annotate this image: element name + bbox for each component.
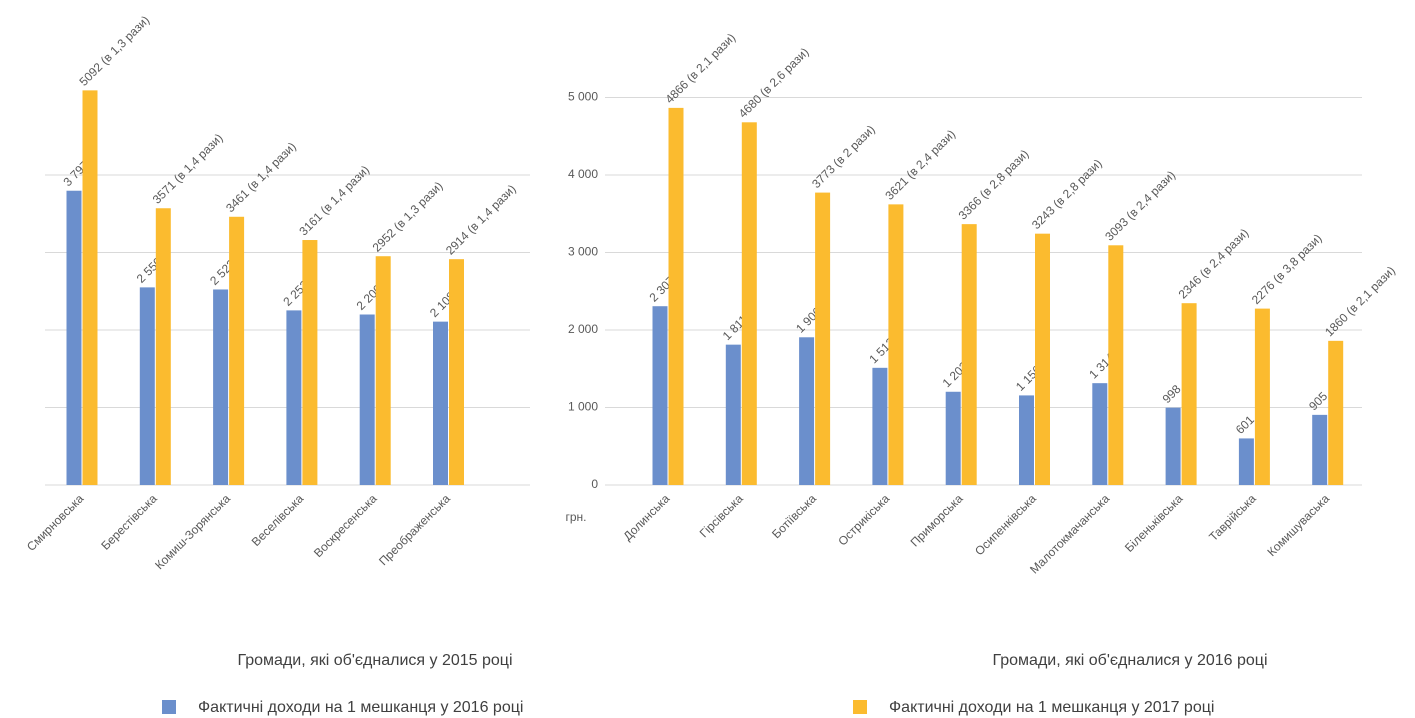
data-label: 2914 (в 1,4 рази) <box>443 182 519 258</box>
y-tick-label: 5 000 <box>568 90 598 104</box>
bar <box>1328 340 1344 485</box>
data-label: 3461 (в 1,4 рази) <box>223 139 299 215</box>
x-tick-label: Преображенська <box>376 491 453 568</box>
legend-label: Фактичні доходи на 1 мешканця у 2017 роц… <box>889 699 1214 716</box>
y-tick-label: 2 000 <box>568 322 598 336</box>
data-label: 4680 (в 2,6 рази) <box>736 45 812 121</box>
bar <box>799 337 815 485</box>
bar <box>286 310 302 485</box>
legend-label: Фактичні доходи на 1 мешканця у 2016 роц… <box>198 699 523 716</box>
x-tick-label: Комиш-Зорянська <box>152 491 233 572</box>
y-tick-label: 4 000 <box>568 167 598 181</box>
x-tick-label: Смирновська <box>24 491 87 554</box>
data-label: 1860 (в 2,1 рази) <box>1322 263 1398 339</box>
x-tick-label: Берестівська <box>98 491 160 553</box>
data-label: 3243 (в 2,8 рази) <box>1029 156 1105 232</box>
x-tick-label: Веселівська <box>249 491 307 549</box>
x-tick-label: Ботіївська <box>769 491 819 541</box>
bar <box>433 321 448 485</box>
bar <box>1035 233 1050 485</box>
x-tick-label: Осипенківська <box>972 491 1039 558</box>
bar <box>888 204 904 485</box>
bar <box>66 190 82 486</box>
bar <box>945 391 961 485</box>
x-tick-label: Приморська <box>908 491 966 549</box>
data-label: 3093 (в 2,4 рази) <box>1102 168 1178 244</box>
data-label: 2952 (в 1,3 рази) <box>370 179 446 255</box>
data-label: 4866 (в 2,1 рази) <box>662 30 738 106</box>
legend-swatch <box>162 700 176 714</box>
data-label: 998 <box>1160 382 1184 406</box>
bar <box>1165 407 1181 485</box>
bar <box>213 289 229 485</box>
bar <box>302 240 318 485</box>
bar <box>375 256 391 485</box>
data-label: 3571 (в 1,4 рази) <box>150 131 226 207</box>
x-tick-label: Комишуваська <box>1264 491 1332 559</box>
bar <box>741 122 757 486</box>
bar <box>1312 414 1328 485</box>
y-axis-unit: грн. <box>565 510 586 524</box>
bar <box>139 287 155 485</box>
x-tick-label: Біленьківська <box>1122 491 1186 555</box>
bar <box>652 306 668 485</box>
data-label: 2276 (в 3,8 рази) <box>1249 231 1325 307</box>
x-axis-title: Громади, які об'єдналися у 2016 році <box>992 652 1267 669</box>
bar <box>1238 438 1254 485</box>
bar <box>725 344 741 485</box>
bar <box>815 192 831 485</box>
bar <box>359 314 375 485</box>
y-tick-label: 1 000 <box>568 400 598 414</box>
data-label: 3366 (в 2,8 рази) <box>956 147 1032 223</box>
y-tick-label: 3 000 <box>568 245 598 259</box>
data-label: 2346 (в 2,4 рази) <box>1176 226 1252 302</box>
bar <box>961 224 977 485</box>
x-tick-label: Острикіська <box>835 491 892 548</box>
data-label: 3161 (в 1,4 рази) <box>296 163 372 239</box>
data-label: 5092 (в 1,3 рази) <box>76 13 152 89</box>
data-label: 3773 (в 2 рази) <box>809 122 878 191</box>
bar <box>1019 395 1034 485</box>
data-label: 601 <box>1233 412 1257 436</box>
bar <box>1092 383 1108 485</box>
bar <box>872 367 888 485</box>
bar <box>449 259 464 485</box>
x-tick-label: Таврійська <box>1206 491 1259 544</box>
y-tick-label: 0 <box>591 477 598 491</box>
x-tick-label: Малотокмачанська <box>1027 491 1112 576</box>
data-label: 3621 (в 2,4 рази) <box>882 127 958 203</box>
x-tick-label: Гірсівська <box>697 491 746 540</box>
bar <box>155 208 171 485</box>
bar <box>229 216 245 485</box>
bar <box>668 107 684 485</box>
bar <box>1181 303 1197 485</box>
x-axis-title: Громади, які об'єдналися у 2015 році <box>237 652 512 669</box>
data-label: 905 <box>1306 389 1330 413</box>
bar <box>1108 245 1124 485</box>
x-tick-label: Долинська <box>620 491 672 543</box>
bar <box>82 90 98 486</box>
x-tick-label: Воскресенська <box>311 491 380 560</box>
bar <box>1254 308 1270 485</box>
legend-swatch <box>853 700 867 714</box>
